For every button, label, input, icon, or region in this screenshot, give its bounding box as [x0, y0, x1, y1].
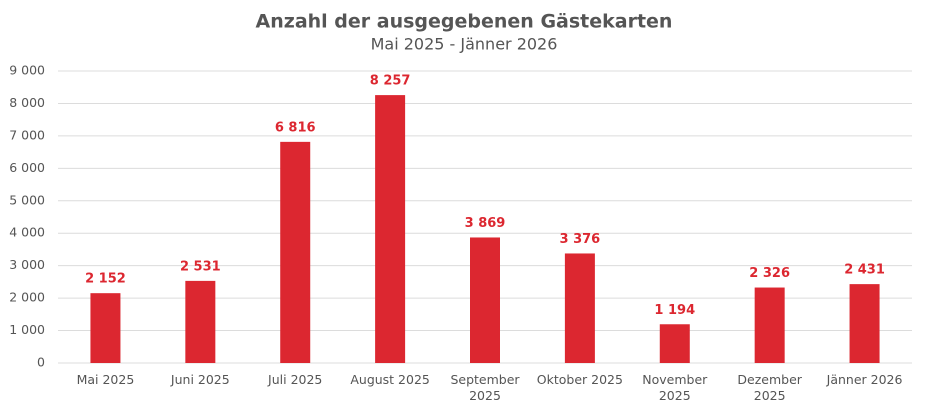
- bar: [375, 95, 406, 363]
- y-tick-label: 0: [37, 355, 45, 370]
- value-label: 3 376: [560, 232, 601, 247]
- value-label: 1 194: [654, 303, 695, 318]
- value-label: 6 816: [275, 120, 316, 135]
- y-tick-label: 6 000: [9, 160, 45, 175]
- bar: [754, 287, 785, 363]
- x-tick-label: Juni 2025: [170, 372, 230, 387]
- x-tick-label: Jänner 2026: [826, 372, 903, 387]
- value-label: 3 869: [465, 216, 506, 231]
- chart-title: Anzahl der ausgegebenen Gästekarten: [256, 11, 673, 33]
- value-label: 2 531: [180, 259, 221, 274]
- x-tick-label: Juli 2025: [268, 372, 323, 387]
- y-tick-label: 2 000: [9, 290, 45, 305]
- y-tick-label: 8 000: [9, 95, 45, 110]
- x-tick-label: August 2025: [350, 372, 430, 387]
- value-label: 8 257: [370, 74, 411, 89]
- bar: [564, 253, 595, 363]
- y-tick-label: 5 000: [9, 192, 45, 207]
- y-tick-label: 4 000: [9, 225, 45, 240]
- y-tick-label: 7 000: [9, 127, 45, 142]
- value-label: 2 326: [749, 266, 790, 281]
- bar: [280, 141, 311, 363]
- value-label: 2 431: [844, 263, 885, 278]
- bar: [90, 293, 121, 363]
- x-tick-label: Mai 2025: [76, 372, 135, 387]
- chart-subtitle: Mai 2025 - Jänner 2026: [371, 35, 558, 54]
- y-tick-label: 9 000: [9, 63, 45, 78]
- y-tick-label: 3 000: [9, 257, 45, 272]
- x-tick-label: Dezember 2025: [737, 372, 802, 403]
- x-tick-label: September 2025: [450, 372, 520, 403]
- bar: [849, 284, 880, 363]
- y-tick-label: 1 000: [9, 322, 45, 337]
- bar: [659, 324, 690, 363]
- x-tick-label: Oktober 2025: [536, 372, 623, 387]
- x-tick-label: November 2025: [642, 372, 708, 403]
- value-label: 2 152: [85, 272, 126, 287]
- bar: [185, 280, 216, 363]
- bar: [470, 237, 500, 363]
